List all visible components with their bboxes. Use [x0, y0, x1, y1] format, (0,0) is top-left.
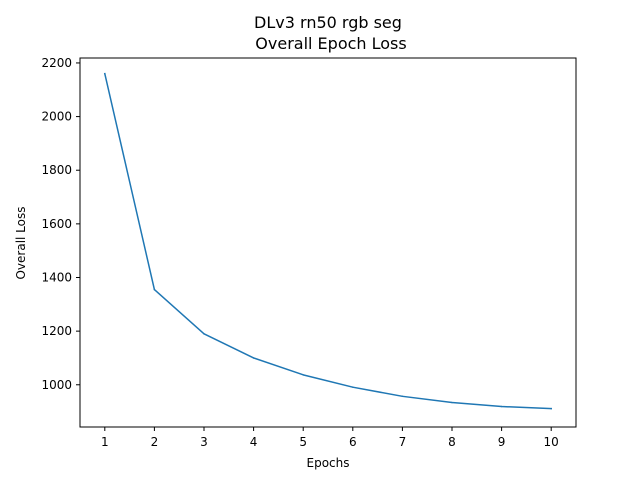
y-tick-label: 1000	[41, 378, 72, 392]
data-point	[401, 395, 404, 398]
plot-frame	[79, 57, 577, 428]
x-tick-label: 2	[151, 435, 159, 449]
x-tick-label: 1	[101, 435, 109, 449]
x-tick-label: 6	[349, 435, 357, 449]
x-tick-label: 8	[448, 435, 456, 449]
series-line	[103, 72, 552, 410]
y-tick-label: 2200	[41, 56, 72, 70]
chart-subtitle: Overall Epoch Loss	[255, 34, 406, 53]
data-point	[500, 405, 503, 408]
y-tick-label: 1400	[41, 270, 72, 284]
x-tick-label: 10	[544, 435, 559, 449]
data-point	[302, 374, 304, 376]
x-tick-label: 9	[498, 435, 506, 449]
y-tick-label: 1200	[41, 324, 72, 338]
y-tick-label: 1600	[41, 217, 72, 231]
data-point	[153, 288, 156, 291]
data-point	[252, 357, 255, 359]
data-point	[104, 72, 106, 75]
x-axis: 1 2 3 4 5 6 7 8 9 10	[101, 427, 559, 449]
data-point	[550, 407, 552, 410]
x-tick-label: 4	[250, 435, 258, 449]
y-axis: 1000 1200 1400 1600 1800 2000 2200	[41, 56, 80, 392]
x-axis-label: Epochs	[307, 456, 350, 470]
y-tick-label: 1800	[41, 163, 72, 177]
x-tick-label: 7	[399, 435, 407, 449]
data-point	[203, 333, 205, 335]
data-point	[352, 386, 354, 388]
x-tick-label: 5	[299, 435, 307, 449]
y-axis-label: Overall Loss	[14, 206, 28, 279]
data-point	[451, 401, 453, 404]
y-tick-label: 2000	[41, 110, 72, 124]
plot-marks	[103, 72, 552, 410]
chart-title: DLv3 rn50 rgb seg	[254, 13, 402, 32]
x-tick-label: 3	[200, 435, 208, 449]
